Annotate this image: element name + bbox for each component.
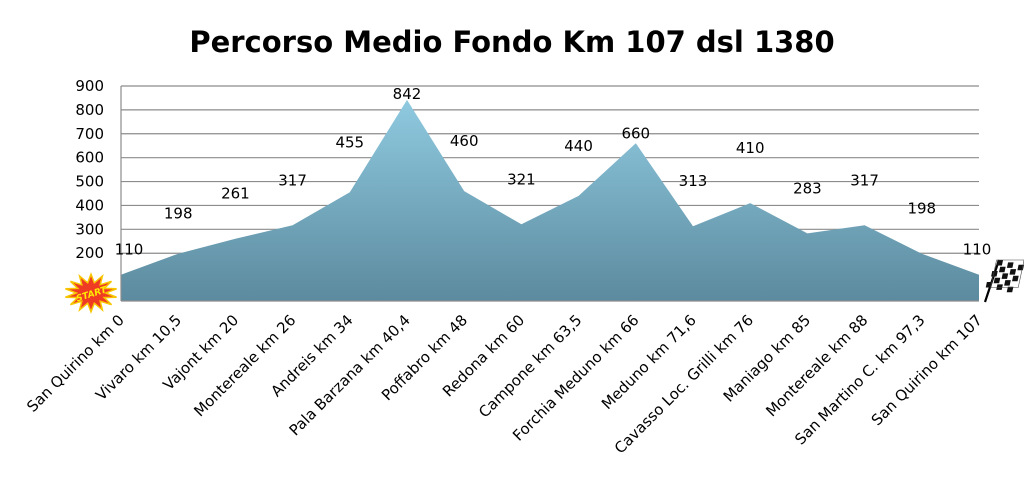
data-label: 110: [963, 241, 992, 259]
series-area: [121, 99, 979, 302]
y-tick-label: 500: [75, 173, 104, 191]
flag-square: [996, 284, 1003, 290]
flag-square: [1006, 262, 1014, 268]
data-label: 321: [507, 170, 536, 188]
x-tick-label: San Quirino km 0: [23, 311, 128, 416]
y-tick-label: 800: [75, 101, 104, 119]
y-tick-label: 300: [75, 220, 104, 238]
y-tick-label: 900: [75, 77, 104, 95]
flag-square: [998, 266, 1006, 273]
data-label: 283: [793, 179, 822, 197]
start-burst-icon: START: [65, 272, 117, 314]
data-label: 198: [164, 205, 193, 223]
data-label: 440: [564, 137, 593, 155]
flag-square: [1001, 273, 1009, 279]
flag-square: [1006, 286, 1014, 293]
flag-square: [993, 277, 1001, 284]
y-tick-label: 200: [75, 244, 104, 262]
data-label: 660: [621, 124, 650, 142]
flag-checkers: [985, 259, 1024, 293]
data-label: 455: [335, 133, 364, 151]
flag-square: [996, 260, 1004, 266]
flag-square: [1004, 280, 1011, 286]
data-label: 317: [278, 171, 307, 189]
checkered-flag-icon: [983, 259, 1024, 303]
elevation-area: [121, 99, 979, 302]
flag-square: [991, 271, 998, 277]
y-tick-label: 400: [75, 196, 104, 214]
flag-square: [1012, 275, 1019, 282]
y-tick-label: 700: [75, 125, 104, 143]
grid-lines: [121, 85, 979, 254]
data-label: 317: [850, 171, 879, 189]
x-tick-label: Montereale km 26: [190, 311, 299, 420]
data-label: 460: [450, 132, 479, 150]
y-axis-ticks: 200 300 400 500 600 700 800 900: [75, 77, 104, 262]
x-tick-label: Campone km 63,5: [475, 311, 585, 421]
flag-outline: [990, 259, 1024, 288]
data-label: 410: [736, 139, 765, 157]
data-label: 842: [393, 85, 422, 103]
x-tick-label: San Quirino km 107: [868, 311, 986, 429]
chart-title: Percorso Medio Fondo Km 107 dsl 1380: [189, 25, 834, 59]
x-tick-label: Montereale km 88: [762, 311, 871, 420]
data-label: 198: [907, 200, 936, 218]
x-tick-label: Meduno km 71,6: [598, 311, 700, 413]
data-labels: 110 198 261 317 455 842 460 321 440 660 313 410 283 3…: [115, 85, 992, 259]
axes: [120, 86, 979, 302]
data-label: 261: [221, 185, 250, 203]
data-label: 110: [115, 241, 144, 259]
flag-square: [1009, 269, 1017, 275]
start-burst-shape: [65, 272, 117, 314]
y-tick-label: 600: [75, 149, 104, 167]
data-label: 313: [679, 172, 708, 190]
